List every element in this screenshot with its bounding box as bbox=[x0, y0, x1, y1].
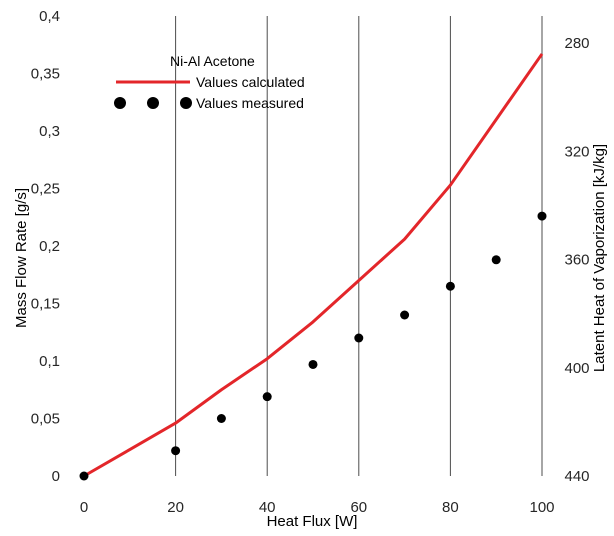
y-tick-label: 0,2 bbox=[39, 238, 60, 255]
y-tick-label: 0,3 bbox=[39, 123, 60, 140]
data-point-measured bbox=[308, 359, 318, 369]
x-tick-label: 40 bbox=[259, 499, 276, 516]
x-axis-title: Heat Flux [W] bbox=[267, 513, 358, 530]
y2-tick-label: 280 bbox=[564, 35, 589, 52]
y-tick-label: 0,25 bbox=[31, 181, 60, 198]
x-tick-label: 20 bbox=[167, 499, 184, 516]
data-point-measured bbox=[445, 281, 455, 291]
legend-marker-1 bbox=[114, 97, 126, 109]
data-point-measured bbox=[400, 310, 410, 320]
data-point-measured bbox=[491, 255, 501, 265]
y-tick-label: 0,15 bbox=[31, 296, 60, 313]
y2-tick-label: 320 bbox=[564, 143, 589, 160]
y-tick-label: 0,1 bbox=[39, 353, 60, 370]
y-axis-title: Mass Flow Rate [g/s] bbox=[13, 188, 30, 328]
data-point-measured bbox=[262, 392, 272, 402]
x-axis-ticks: 0 20 40 60 80 100 bbox=[80, 499, 555, 516]
x-tick-label: 100 bbox=[529, 499, 554, 516]
data-point-measured bbox=[171, 446, 181, 456]
y-tick-label: 0 bbox=[52, 468, 60, 485]
data-point-measured bbox=[79, 471, 89, 481]
y2-tick-label: 440 bbox=[564, 468, 589, 485]
y-tick-label: 0,35 bbox=[31, 66, 60, 83]
x-tick-label: 60 bbox=[350, 499, 367, 516]
legend: Ni-Al Acetone Values calculated Values m… bbox=[114, 53, 305, 111]
data-point-measured bbox=[537, 211, 547, 221]
y2-axis-title: Latent Heat of Vaporization [kJ/kg] bbox=[591, 144, 608, 372]
y-tick-label: 0,4 bbox=[39, 8, 60, 25]
legend-marker-2 bbox=[147, 97, 159, 109]
y2-tick-label: 400 bbox=[564, 360, 589, 377]
plot-area bbox=[79, 53, 547, 481]
x-tick-label: 0 bbox=[80, 499, 88, 516]
data-point-measured bbox=[216, 414, 226, 423]
legend-label-calculated: Values calculated bbox=[196, 74, 305, 90]
data-point-measured bbox=[354, 333, 364, 343]
y2-tick-label: 360 bbox=[564, 252, 589, 269]
legend-marker-3 bbox=[180, 97, 192, 109]
series-line-calculated bbox=[83, 53, 544, 478]
right-axis-ticks: 280 320 360 400 440 bbox=[564, 35, 589, 485]
left-axis-ticks: 0 0,05 0,1 0,15 0,2 0,25 0,3 0,35 0,4 bbox=[31, 8, 60, 485]
x-tick-label: 80 bbox=[442, 499, 459, 516]
legend-title: Ni-Al Acetone bbox=[170, 53, 255, 69]
legend-label-measured: Values measured bbox=[196, 95, 304, 111]
y-tick-label: 0,05 bbox=[31, 411, 60, 428]
